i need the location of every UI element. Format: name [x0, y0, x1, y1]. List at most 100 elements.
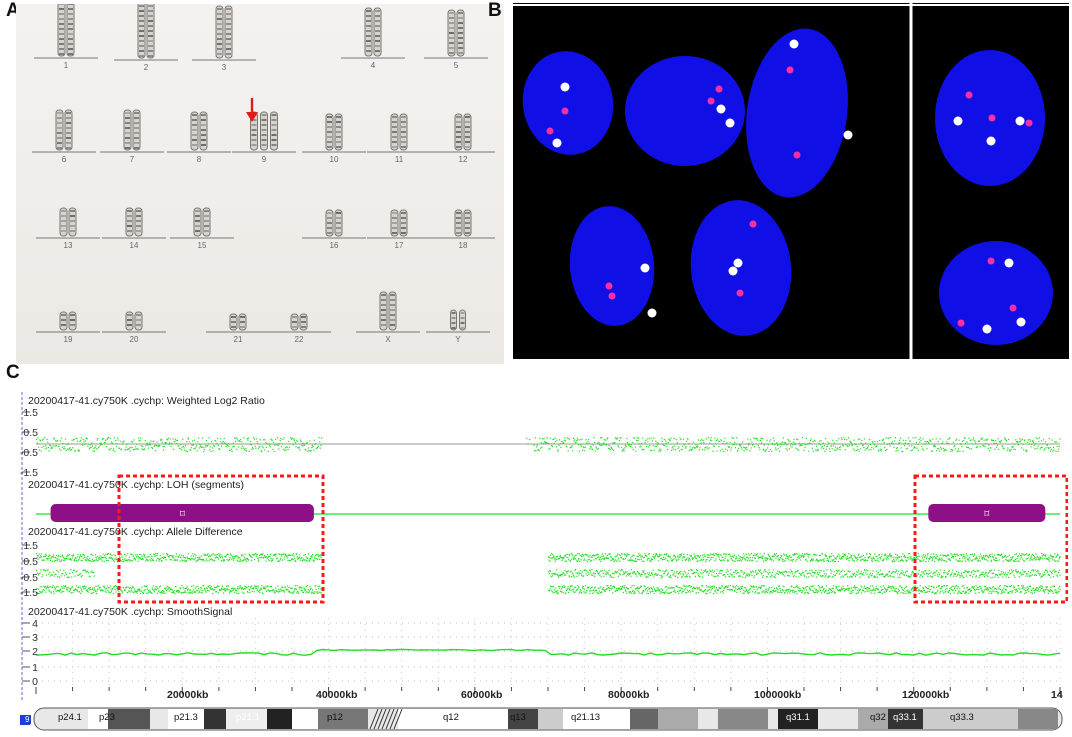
chromosome-16	[326, 210, 342, 236]
nucleus	[736, 22, 859, 204]
snp-array-panel: ⌑⌑ 20200417-41.cy750K .cychp: Weighted L…	[18, 390, 1068, 732]
chromosome-13	[60, 208, 76, 236]
ytick: 1	[12, 662, 38, 674]
band-label: q33.1	[893, 712, 917, 723]
chromosome-label: 10	[314, 155, 354, 164]
x-axis-label: 14	[1051, 689, 1063, 701]
ytick: 0.5	[12, 556, 38, 568]
chromosome-15	[194, 208, 210, 236]
chromosome-5	[448, 10, 464, 56]
karyotype-image	[16, 4, 504, 364]
loh-segment: ⌑	[928, 504, 1045, 522]
ytick: -0.5	[12, 447, 38, 459]
band-label: q32	[870, 712, 886, 723]
chromosome-3	[216, 6, 232, 58]
x-axis-label: 60000kb	[461, 689, 502, 701]
chromosome-10	[326, 114, 342, 150]
nucleus	[939, 241, 1053, 345]
chromosome-label: 6	[44, 155, 84, 164]
chromosome-label: 2	[126, 63, 166, 72]
chromosome-14	[126, 208, 142, 236]
band-label: q33.3	[950, 712, 974, 723]
chromosome-label: 20	[114, 335, 154, 344]
chromosome-label: 19	[48, 335, 88, 344]
ytick: 1.5	[12, 407, 38, 419]
nucleus	[625, 56, 745, 166]
track-title-loh: 20200417-41.cy750K .cychp: LOH (segments…	[28, 479, 244, 491]
chromosome-18	[455, 210, 471, 236]
ytick: 1.5	[12, 540, 38, 552]
panel-label-b: B	[488, 0, 502, 22]
chromosome-label: 13	[48, 241, 88, 250]
fish-image	[513, 3, 1069, 359]
nucleus	[515, 44, 622, 162]
ytick: 4	[12, 618, 38, 630]
chromosome-label: 21	[218, 335, 258, 344]
x-axis-label: 80000kb	[608, 689, 649, 701]
loh-highlight-box	[119, 476, 323, 602]
chromosome-label: 12	[443, 155, 483, 164]
chromosome-label: 22	[279, 335, 319, 344]
chromosome-X	[380, 292, 396, 330]
track-title-log2: 20200417-41.cy750K .cychp: Weighted Log2…	[28, 395, 265, 407]
panel-label-c: C	[6, 362, 20, 384]
ytick: -0.5	[12, 572, 38, 584]
chromosome-label: Y	[438, 335, 478, 344]
chromosome-label: 11	[379, 155, 419, 164]
chromosome-2	[138, 4, 154, 58]
chromosome-4	[365, 8, 381, 56]
chromosome-label: 18	[443, 241, 483, 250]
nucleus	[565, 203, 659, 330]
track-title-smooth: 20200417-41.cy750K .cychp: SmoothSignal	[28, 606, 232, 618]
chromosome-17	[391, 210, 407, 236]
chromosome-21	[230, 314, 246, 330]
chromosome-19	[60, 312, 76, 330]
band-label: q21.13	[571, 712, 600, 723]
chromosome-label: 14	[114, 241, 154, 250]
chromosome-6	[56, 110, 72, 150]
chromosome-1	[58, 4, 74, 56]
ytick: 3	[12, 632, 38, 644]
chromosome-label: 17	[379, 241, 419, 250]
band-label: q31.1	[786, 712, 810, 723]
band-label: q12	[443, 712, 459, 723]
x-axis-label: 20000kb	[167, 689, 208, 701]
svg-text:⌑: ⌑	[984, 509, 990, 520]
chromosome-label: 3	[204, 63, 244, 72]
fish-panel	[513, 3, 1069, 359]
nucleus	[935, 50, 1045, 186]
chromosome-22	[291, 314, 307, 330]
track-title-allele: 20200417-41.cy750K .cychp: Allele Differ…	[28, 526, 243, 538]
band-label: p21.1	[236, 712, 260, 723]
chromosome-label: 5	[436, 61, 476, 70]
chromosome-label: X	[368, 335, 408, 344]
chromosome-12	[455, 114, 471, 150]
chromosome-8	[191, 112, 207, 150]
band-label: p12	[327, 712, 343, 723]
svg-text:⌑: ⌑	[180, 509, 186, 520]
ytick: 2	[12, 646, 38, 658]
chromosome-label: 4	[353, 61, 393, 70]
band-label: q13	[510, 712, 526, 723]
x-axis-label: 100000kb	[754, 689, 801, 701]
allele-difference-series	[36, 553, 1061, 594]
chromosome-20	[126, 312, 142, 330]
band-label: p21.3	[174, 712, 198, 723]
chromosome-label: 8	[179, 155, 219, 164]
ytick: 0.5	[12, 427, 38, 439]
loh-segment: ⌑	[51, 504, 314, 522]
ytick: -1.5	[12, 587, 38, 599]
chromosome-7	[124, 110, 140, 150]
snp-array-plot: ⌑⌑	[18, 390, 1068, 732]
log2-ratio-series	[36, 437, 1061, 452]
ytick: 0	[12, 676, 38, 688]
x-axis-label: 120000kb	[902, 689, 949, 701]
x-axis-label: 40000kb	[316, 689, 357, 701]
ytick: -1.5	[12, 467, 38, 479]
chromosome-Y	[451, 310, 466, 330]
chromosome-label: 16	[314, 241, 354, 250]
chromosome-label: 15	[182, 241, 222, 250]
chromosome-label: 1	[46, 61, 86, 70]
loh-highlight-box	[915, 476, 1067, 602]
